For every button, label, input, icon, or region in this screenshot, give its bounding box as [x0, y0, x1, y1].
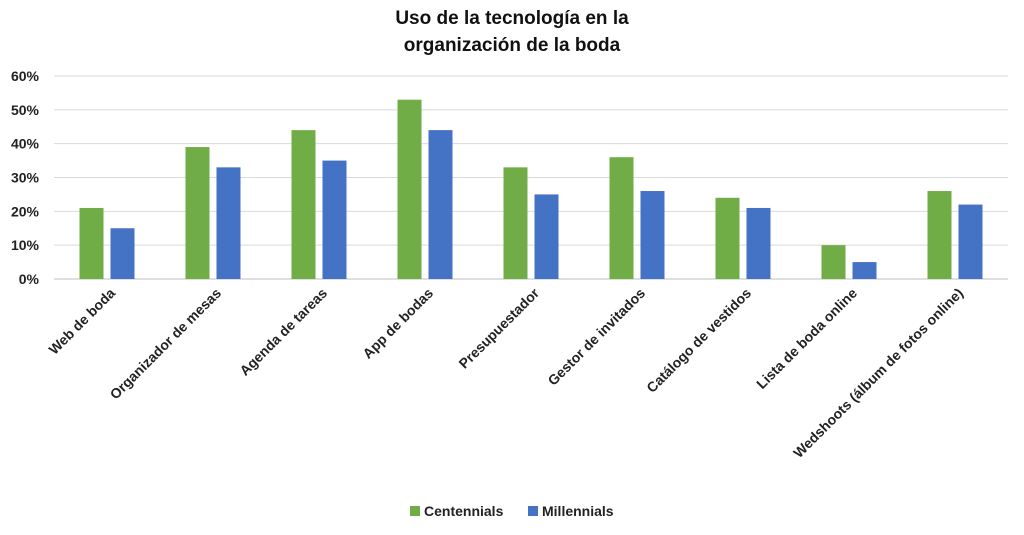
bar-centennials [609, 157, 634, 279]
y-tick-label: 20% [11, 203, 40, 219]
y-tick-label: 30% [11, 170, 40, 186]
bar-centennials [821, 245, 846, 279]
legend-swatch-millennials [528, 506, 538, 516]
x-tick-label: Lista de boda online [753, 285, 860, 392]
x-tick-label: Organizador de mesas [107, 285, 225, 403]
bar-millennials [746, 207, 771, 279]
bar-centennials [79, 207, 104, 279]
bar-millennials [534, 194, 559, 279]
x-tick-label: Wedshoots (álbum de fotos online) [790, 285, 966, 461]
bar-millennials [958, 204, 983, 279]
y-tick-label: 10% [11, 237, 40, 253]
bar-millennials [216, 167, 241, 279]
y-tick-label: 0% [19, 271, 40, 287]
bar-centennials [927, 191, 952, 279]
bar-millennials [852, 262, 877, 279]
gridlines [54, 75, 1008, 280]
bar-centennials [185, 147, 210, 279]
legend-label-centennials: Centennials [424, 503, 504, 519]
x-tick-label: Gestor de invitados [544, 285, 648, 389]
y-tick-label: 40% [11, 136, 40, 152]
bar-centennials [291, 130, 316, 279]
legend: Centennials Millennials [410, 503, 614, 519]
y-tick-label: 60% [11, 68, 40, 84]
bar-centennials [503, 167, 528, 279]
x-tick-label: Presupuestador [455, 284, 542, 371]
x-tick-label: Agenda de tareas [236, 285, 330, 379]
bar-millennials [110, 228, 135, 279]
bar-millennials [640, 191, 665, 279]
bar-centennials [397, 99, 422, 279]
bar-millennials [322, 160, 347, 279]
bar-centennials [715, 197, 740, 279]
chart-title-line-2: organización de la boda [404, 35, 621, 56]
legend-swatch-centennials [410, 506, 420, 516]
bar-millennials [428, 130, 453, 279]
y-tick-label: 50% [11, 102, 40, 118]
x-tick-label: Catálogo de vestidos [643, 285, 754, 396]
y-axis-ticks: 0% 10% 20% 30% 40% 50% 60% [11, 68, 40, 287]
legend-label-millennials: Millennials [542, 503, 614, 519]
chart-title-line-1: Uso de la tecnología en la [395, 8, 629, 29]
bars [79, 99, 983, 279]
x-tick-label: App de bodas [359, 285, 436, 362]
x-tick-label: Web de boda [45, 285, 118, 358]
